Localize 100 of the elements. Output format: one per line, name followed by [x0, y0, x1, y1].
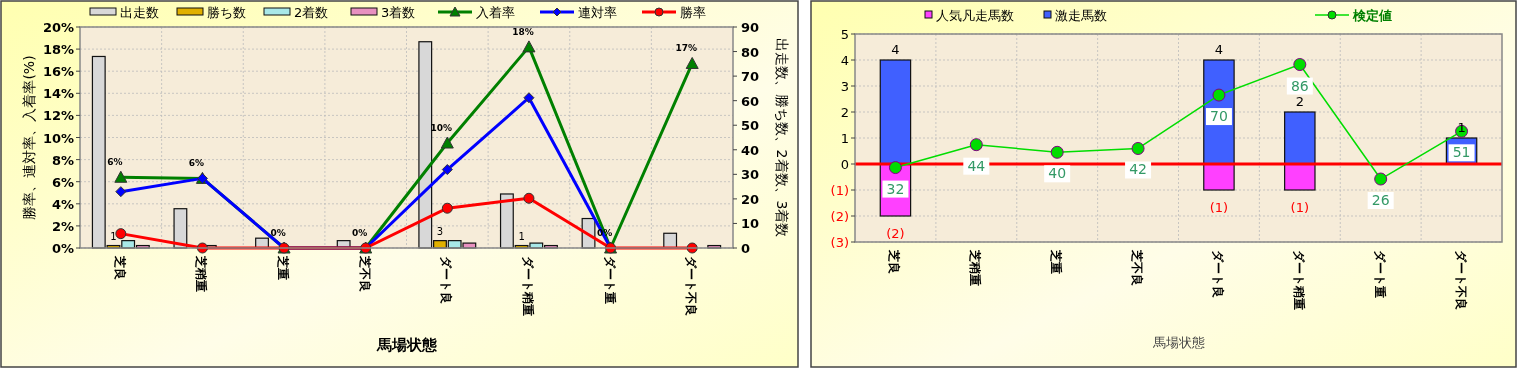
point [441, 164, 453, 176]
x-tick-label: 芝不良 [357, 255, 372, 292]
data-label: (1) [1290, 200, 1310, 215]
legend-label: 勝ち数 [207, 5, 246, 20]
x-tick-label: 芝良 [887, 249, 902, 274]
x-tick-label: 芝良 [112, 255, 127, 280]
point [114, 170, 128, 183]
bar [1284, 163, 1316, 191]
data-label: (1) [1209, 200, 1229, 215]
y-tick-label: (2) [830, 209, 849, 224]
y2-tick-label: 10 [741, 216, 760, 232]
point [685, 56, 699, 69]
y2-tick-label: 90 [741, 20, 760, 35]
data-label: 42 [1129, 161, 1147, 178]
point [115, 186, 127, 198]
legend-label: 連対率 [578, 5, 617, 20]
data-label: 18% [512, 26, 534, 37]
point [1374, 172, 1388, 186]
data-label: 4 [891, 42, 900, 57]
y-axis-title: 勝率、連対率、入着率(%) [21, 55, 37, 220]
y-tick-label: 5 [840, 27, 849, 42]
y-tick-label: 0 [840, 157, 849, 172]
bar [173, 208, 188, 249]
y2-tick-label: 20 [741, 191, 760, 207]
y-tick-label: 0% [51, 241, 74, 256]
point [522, 40, 536, 53]
x-tick-label: 芝重 [276, 255, 291, 280]
y2-tick-label: 0 [741, 241, 751, 256]
y-tick-label: 20% [42, 20, 74, 35]
legend-label: 激走馬数 [1055, 8, 1107, 23]
data-label: 70 [1210, 108, 1228, 125]
data-label: 40 [1048, 165, 1067, 182]
bar [91, 55, 106, 249]
point [1131, 142, 1145, 155]
y-tick-label: (1) [830, 183, 849, 198]
x-tick-label: 芝稍重 [194, 255, 209, 292]
x-axis-title: 馬場状態 [1151, 335, 1205, 350]
data-label: 0% [270, 228, 286, 238]
x-tick-label: ダート稍重 [520, 256, 535, 316]
y-tick-label: 1 [840, 131, 849, 146]
legend-label: 勝率 [680, 5, 706, 20]
point [1212, 88, 1226, 102]
y-tick-label: 6% [51, 174, 74, 190]
point [1293, 58, 1307, 72]
y-tick-label: 2 [840, 105, 849, 120]
y-tick-label: 4 [840, 53, 849, 68]
data-label: 1 [518, 230, 525, 242]
data-label: 4 [1214, 42, 1224, 57]
data-label: 6% [107, 157, 123, 168]
y-tick-label: 12% [42, 108, 74, 124]
y2-tick-label: 70 [741, 69, 760, 85]
y-tick-label: 4% [51, 196, 74, 212]
y2-tick-label: 80 [741, 44, 760, 60]
x-tick-label: 芝重 [1049, 249, 1064, 274]
bar [879, 59, 912, 165]
legend-label: 人気凡走馬数 [936, 8, 1014, 23]
x-tick-label: ダート良 [439, 256, 454, 304]
y2-tick-label: 40 [741, 142, 760, 158]
data-label: 0% [352, 228, 368, 238]
y-tick-label: 2% [51, 218, 74, 234]
point [441, 202, 453, 214]
y-tick-label: (3) [830, 235, 849, 250]
y2-axis-title: 出走数、勝ち数、2着数、3着数 [774, 37, 790, 238]
bar [418, 41, 433, 249]
data-label: 1 [110, 230, 117, 242]
point [523, 192, 535, 204]
data-label: (2) [886, 226, 905, 241]
point [1050, 145, 1064, 159]
legend-label: 検定値 [1352, 8, 1392, 23]
x-tick-label: 芝不良 [1130, 249, 1145, 286]
legend-label: 入着率 [476, 5, 515, 20]
x-tick-label: ダート稍重 [1291, 250, 1306, 310]
point [115, 228, 127, 240]
data-label: 17% [675, 43, 697, 54]
y-tick-label: 16% [42, 64, 74, 80]
y2-tick-label: 50 [741, 118, 760, 134]
data-label: 3 [436, 225, 444, 237]
y-tick-label: 3 [840, 79, 849, 94]
point [969, 138, 983, 152]
y2-tick-label: 30 [741, 167, 760, 183]
point [523, 92, 535, 104]
x-tick-label: ダート不良 [1453, 250, 1468, 310]
data-label: 26 [1371, 192, 1390, 209]
data-label: 44 [967, 157, 986, 174]
data-label: 6% [188, 158, 205, 169]
y-tick-label: 8% [51, 152, 74, 168]
legend-label: 出走数 [120, 5, 159, 20]
data-label: 2 [1295, 94, 1304, 109]
bar [1284, 111, 1316, 165]
x-tick-label: ダート重 [602, 256, 617, 304]
y-tick-label: 10% [42, 130, 74, 146]
bar [499, 193, 514, 249]
x-tick-label: 芝稍重 [968, 249, 983, 286]
legend-label: 2着数 [294, 5, 329, 20]
point [440, 136, 454, 149]
legend-label: 3着数 [381, 5, 416, 20]
y-tick-label: 14% [42, 86, 74, 102]
point [888, 161, 902, 175]
x-tick-label: ダート良 [1210, 250, 1225, 298]
x-tick-label: ダート重 [1372, 250, 1387, 298]
